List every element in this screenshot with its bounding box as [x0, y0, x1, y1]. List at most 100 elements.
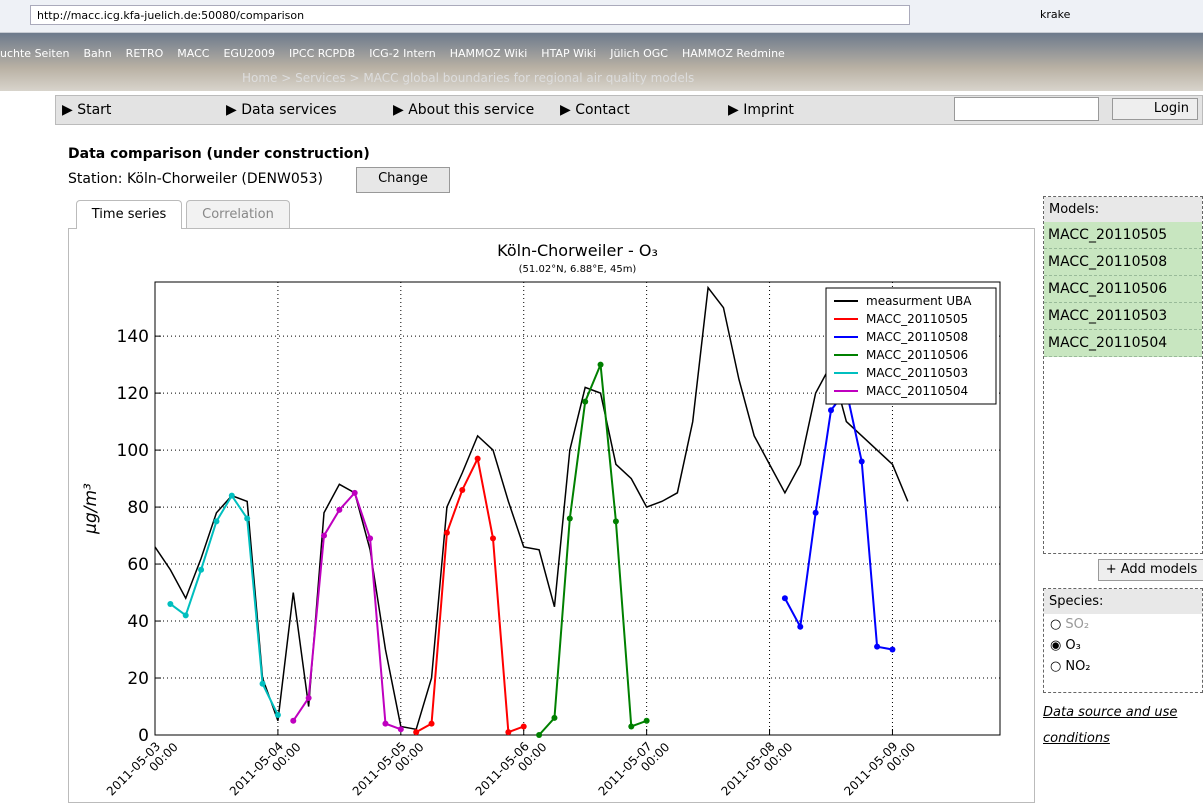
data-point	[290, 718, 296, 724]
model-item[interactable]: MACC_20110504	[1044, 330, 1202, 357]
data-point	[336, 507, 342, 513]
bookmark[interactable]: Jülich OGC	[610, 47, 668, 60]
x-tick-label: 2011-05-0600:00	[473, 731, 550, 803]
data-point	[352, 490, 358, 496]
bookmark[interactable]: HTAP Wiki	[541, 47, 596, 60]
legend-label: MACC_20110508	[866, 330, 968, 344]
data-point	[321, 533, 327, 539]
nav-item[interactable]: ▶ Imprint	[728, 102, 794, 118]
radio[interactable]: ○	[1050, 617, 1061, 632]
data-point	[813, 510, 819, 516]
option-label[interactable]: SO₂	[1065, 617, 1089, 632]
bookmark[interactable]: HAMMOZ Wiki	[450, 47, 528, 60]
species-option[interactable]: ○ NO₂	[1044, 656, 1202, 677]
bookmark[interactable]: RETRO	[126, 47, 164, 60]
x-tick-label: 2011-05-0400:00	[227, 731, 304, 803]
models-list: MACC_20110505MACC_20110508MACC_20110506M…	[1044, 222, 1202, 357]
user-name[interactable]: krake	[1040, 8, 1070, 21]
radio[interactable]: ○	[1050, 659, 1061, 674]
add-models-button[interactable]: + Add models	[1098, 559, 1203, 581]
chart-title: Köln-Chorweiler - O₃	[497, 241, 658, 260]
login-button[interactable]: Login	[1112, 98, 1198, 120]
data-point	[521, 723, 527, 729]
conditions-link[interactable]: Data source and use conditions	[1043, 700, 1203, 752]
y-tick-label: 120	[117, 384, 149, 404]
bookmark[interactable]: EGU2009	[223, 47, 275, 60]
data-point	[382, 721, 388, 727]
option-label[interactable]: O₃	[1065, 638, 1080, 653]
nav-item[interactable]: ▶ About this service	[393, 102, 534, 118]
data-point	[167, 601, 173, 607]
series-line	[293, 493, 401, 729]
species-option[interactable]: ◉ O₃	[1044, 635, 1202, 656]
y-axis-label: μg/m³	[81, 483, 101, 535]
nav-item[interactable]: ▶ Start	[62, 102, 111, 118]
data-point	[275, 712, 281, 718]
nav-item[interactable]: ▶ Contact	[560, 102, 630, 118]
data-point	[367, 535, 373, 541]
chart: Köln-Chorweiler - O₃(51.02°N, 6.88°E, 45…	[68, 228, 1035, 803]
series-line	[155, 288, 908, 730]
model-item[interactable]: MACC_20110505	[1044, 222, 1202, 249]
species-panel: Species: ○SO₂◉O₃○NO₂	[1043, 588, 1203, 693]
x-tick-label: 2011-05-0900:00	[841, 731, 918, 803]
data-point	[183, 612, 189, 618]
data-point	[229, 493, 235, 499]
bookmark[interactable]: uchte Seiten	[0, 47, 69, 60]
station: Station: Köln-Chorweiler (DENW053)	[68, 171, 323, 187]
data-point	[429, 721, 435, 727]
legend-label: measurment UBA	[866, 294, 972, 308]
data-point	[505, 729, 511, 735]
data-point	[306, 695, 312, 701]
data-point	[244, 515, 250, 521]
data-point	[598, 362, 604, 368]
species-options: ○ SO₂ ◉ O₃ ○ NO₂	[1044, 614, 1202, 677]
legend-label: MACC_20110505	[866, 312, 968, 326]
y-tick-label: 40	[127, 612, 149, 632]
address-bar[interactable]: http://macc.icg.kfa-juelich.de:50080/com…	[30, 5, 910, 25]
bookmark[interactable]: Bahn	[83, 47, 111, 60]
data-point	[444, 530, 450, 536]
models-title: Models:	[1044, 197, 1202, 222]
option-label[interactable]: NO₂	[1065, 659, 1090, 674]
data-point	[782, 595, 788, 601]
nav-item[interactable]: ▶ Data services	[226, 102, 337, 118]
data-point	[490, 535, 496, 541]
browser-toolbar: http://macc.icg.kfa-juelich.de:50080/com…	[0, 0, 1203, 33]
data-point	[644, 718, 650, 724]
data-point	[475, 456, 481, 462]
data-point	[889, 647, 895, 653]
x-tick-label: 2011-05-0500:00	[350, 731, 427, 803]
tab[interactable]: Time series	[76, 200, 182, 229]
search-box[interactable]	[954, 97, 1099, 121]
radio[interactable]: ◉	[1050, 638, 1061, 653]
data-point	[260, 681, 266, 687]
y-tick-label: 140	[117, 327, 149, 347]
bookmark[interactable]: HAMMOZ Redmine	[682, 47, 785, 60]
legend-label: MACC_20110503	[866, 366, 968, 380]
data-point	[551, 715, 557, 721]
data-point	[213, 518, 219, 524]
model-item[interactable]: MACC_20110508	[1044, 249, 1202, 276]
model-item[interactable]: MACC_20110503	[1044, 303, 1202, 330]
y-tick-label: 20	[127, 669, 149, 689]
data-point	[874, 644, 880, 650]
data-point	[859, 458, 865, 464]
data-point	[797, 624, 803, 630]
data-point	[628, 723, 634, 729]
bookmark[interactable]: ICG-2 Intern	[369, 47, 436, 60]
model-item[interactable]: MACC_20110506	[1044, 276, 1202, 303]
data-point	[398, 726, 404, 732]
tab[interactable]: Correlation	[186, 200, 290, 229]
y-tick-label: 80	[127, 498, 149, 518]
breadcrumb[interactable]: Home > Services > MACC global boundaries…	[242, 71, 694, 85]
data-point	[567, 515, 573, 521]
series-line	[539, 365, 647, 735]
bookmark[interactable]: IPCC RCPDB	[289, 47, 355, 60]
data-point	[828, 407, 834, 413]
change-button[interactable]: Change	[356, 167, 450, 193]
species-option[interactable]: ○ SO₂	[1044, 614, 1202, 635]
x-tick-label: 2011-05-0700:00	[596, 731, 673, 803]
data-point	[413, 729, 419, 735]
bookmark[interactable]: MACC	[177, 47, 209, 60]
